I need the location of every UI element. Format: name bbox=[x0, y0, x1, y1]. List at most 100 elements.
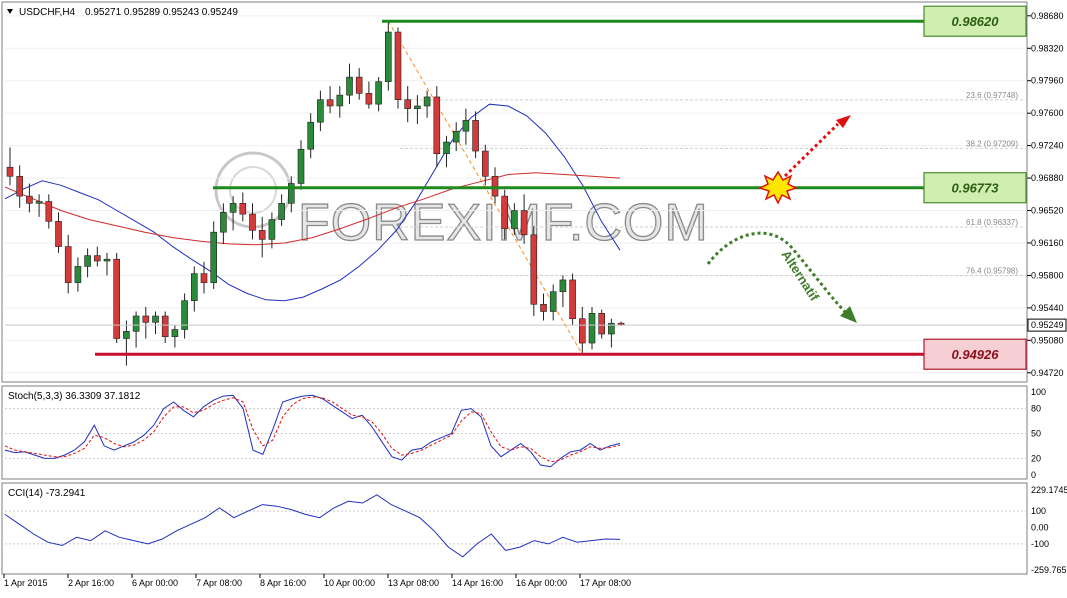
candle bbox=[239, 192, 247, 222]
candle bbox=[191, 266, 198, 312]
candle bbox=[200, 261, 208, 294]
resistance-level-box bbox=[923, 5, 1027, 37]
candlestick-series bbox=[6, 21, 625, 366]
candle-body bbox=[481, 150, 489, 177]
x-tick-label: 7 Apr 08:00 bbox=[196, 578, 242, 588]
fib-level-label: 76.4 (0.95798) bbox=[966, 267, 1018, 276]
fib-level-label: 38.2 (0.97209) bbox=[966, 139, 1018, 148]
cci-series-line bbox=[4, 494, 621, 558]
triangle-down-icon[interactable] bbox=[7, 9, 13, 14]
stoch-tick-label: 20 bbox=[1031, 453, 1041, 463]
candle-body bbox=[16, 175, 24, 197]
stoch-tick-label: 100 bbox=[1031, 387, 1046, 397]
candle-body bbox=[346, 76, 353, 96]
candle bbox=[64, 234, 72, 294]
candle bbox=[307, 113, 315, 159]
x-tick-label: 1 Apr 2015 bbox=[4, 578, 48, 588]
pivot-level-label: 0.96773 bbox=[952, 181, 1000, 196]
candle-body bbox=[569, 279, 576, 320]
candle bbox=[94, 246, 101, 267]
stochastic-y-axis: 100 80 50 20 0 bbox=[1031, 387, 1046, 480]
main-panel[interactable] bbox=[1, 1, 1028, 383]
current-price-text: 0.95249 bbox=[1031, 320, 1064, 330]
candle bbox=[588, 306, 596, 350]
candle bbox=[171, 325, 179, 348]
pivot-level-box bbox=[923, 172, 1027, 204]
x-tick-label: 13 Apr 08:00 bbox=[388, 578, 439, 588]
y-tick-label: 0.94720 bbox=[1031, 368, 1064, 378]
candle-body bbox=[394, 31, 402, 100]
resistance-level-label: 0.98620 bbox=[952, 14, 1000, 29]
time-axis: 1 Apr 2015 2 Apr 16:00 6 Apr 00:00 7 Apr 08… bbox=[3, 574, 631, 588]
cci-tick-label: -100 bbox=[1031, 539, 1049, 549]
candle-body bbox=[404, 99, 412, 109]
stoch-main-line bbox=[4, 394, 621, 468]
y-tick-label: 0.97960 bbox=[1031, 76, 1064, 86]
ohlc-label: 0.95271 0.95289 0.95243 0.95249 bbox=[85, 7, 238, 18]
candle bbox=[443, 135, 450, 168]
candle bbox=[559, 275, 567, 307]
candle bbox=[355, 68, 363, 100]
candle bbox=[317, 90, 324, 132]
candle bbox=[26, 183, 33, 213]
sma-fast-line bbox=[4, 103, 621, 302]
candle-body bbox=[287, 183, 295, 204]
candle-body bbox=[94, 255, 101, 262]
candle-body bbox=[443, 141, 450, 155]
candle bbox=[161, 311, 169, 344]
sma-slow-line bbox=[4, 172, 621, 246]
y-tick-label: 0.96160 bbox=[1031, 238, 1064, 248]
candle bbox=[365, 81, 373, 109]
candle bbox=[394, 27, 402, 109]
x-tick-label: 16 Apr 00:00 bbox=[516, 578, 567, 588]
candle-body bbox=[414, 105, 421, 109]
symbol-label: USDCHF,H4 bbox=[19, 7, 76, 18]
candle bbox=[404, 86, 412, 123]
y-tick-label: 0.97600 bbox=[1031, 108, 1064, 118]
candle-body bbox=[326, 99, 334, 107]
cci-tick-label: 100 bbox=[1031, 506, 1046, 516]
candle bbox=[229, 196, 237, 231]
candle bbox=[132, 311, 140, 348]
candle-body bbox=[423, 96, 431, 107]
candle-body bbox=[384, 31, 392, 82]
main-y-axis: 0.98680 0.98320 0.97960 0.97600 0.97240 0.968… bbox=[1027, 11, 1064, 378]
candle bbox=[123, 320, 130, 366]
candle-body bbox=[84, 255, 91, 267]
candle-body bbox=[103, 258, 111, 262]
symbol-header[interactable]: USDCHF,H4 0.95271 0.95289 0.95243 0.9524… bbox=[7, 7, 238, 18]
stochastic-panel[interactable] bbox=[1, 385, 1028, 480]
candle-body bbox=[559, 279, 567, 292]
candle bbox=[472, 111, 479, 159]
y-tick-label: 0.97240 bbox=[1031, 141, 1064, 151]
candle-body bbox=[258, 230, 266, 240]
candle bbox=[423, 90, 431, 118]
candle-body bbox=[365, 93, 373, 105]
candle bbox=[152, 311, 159, 335]
candle bbox=[103, 252, 111, 276]
candle bbox=[336, 86, 344, 118]
candle-body bbox=[336, 94, 344, 107]
candle bbox=[384, 21, 392, 91]
candle-body bbox=[152, 315, 159, 323]
candle bbox=[549, 284, 557, 321]
candle-body bbox=[6, 166, 14, 177]
support-level-box bbox=[923, 338, 1027, 370]
candle-body bbox=[375, 81, 382, 105]
cci-panel[interactable] bbox=[1, 482, 1028, 575]
candle bbox=[84, 248, 91, 278]
candle-body bbox=[181, 300, 188, 330]
candle-body bbox=[433, 96, 441, 155]
candle-body bbox=[210, 231, 217, 283]
bullish-scenario-arrow bbox=[783, 115, 851, 178]
candle-body bbox=[26, 195, 33, 204]
candle bbox=[501, 189, 509, 240]
candle-body bbox=[268, 219, 276, 240]
candle bbox=[462, 108, 470, 145]
candle-body bbox=[142, 315, 150, 323]
candle bbox=[608, 318, 615, 348]
moving-averages bbox=[4, 103, 621, 302]
candle-body bbox=[64, 246, 72, 283]
stoch-tick-label: 50 bbox=[1031, 429, 1041, 439]
